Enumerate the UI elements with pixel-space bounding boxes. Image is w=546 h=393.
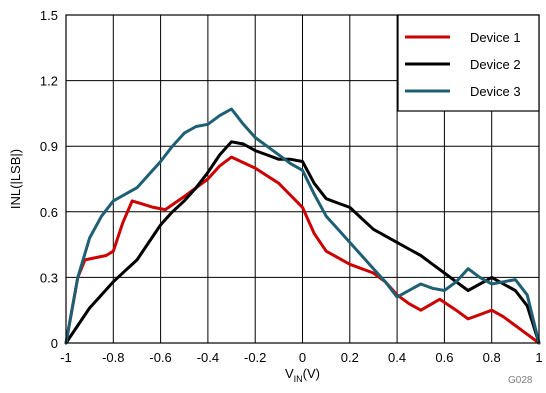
x-tick-label: 0.2 <box>341 350 359 365</box>
x-axis-label-sub: IN <box>294 374 303 384</box>
y-tick-label: 1.5 <box>40 8 58 23</box>
x-tick-label: -0.2 <box>244 350 266 365</box>
legend-items: Device 1 Device 2 Device 3 <box>405 30 521 99</box>
legend-label-device-1: Device 1 <box>470 30 521 45</box>
legend-label-device-3: Device 3 <box>470 84 521 99</box>
series-line-device-1 <box>64 155 541 345</box>
x-tick-label: 0.8 <box>483 350 501 365</box>
x-tick-label: 1 <box>535 350 542 365</box>
plot-frame <box>65 14 540 344</box>
y-tick-label: 0.9 <box>40 139 58 154</box>
y-axis-label: INL(|LSB|) <box>8 149 23 209</box>
legend: Device 1 Device 2 Device 3 <box>397 14 540 112</box>
y-tick-label: 1.2 <box>40 74 58 89</box>
x-tick-label: 0.4 <box>388 350 406 365</box>
x-tick-label: -0.8 <box>102 350 124 365</box>
x-tick-label: -0.6 <box>149 350 171 365</box>
x-tick-label: -1 <box>60 350 72 365</box>
x-tick-label: 0.6 <box>435 350 453 365</box>
y-tick-labels: 0 0.3 0.6 0.9 1.2 1.5 <box>40 8 58 351</box>
figure-code: G028 <box>508 375 533 386</box>
x-tick-label: -0.4 <box>197 350 219 365</box>
legend-label-device-2: Device 2 <box>470 57 521 72</box>
series-line-device-2 <box>64 140 541 345</box>
x-tick-labels: -1 -0.8 -0.6 -0.4 -0.2 0 0.2 0.4 0.6 0.8 1 <box>60 350 542 365</box>
series-layer <box>64 107 541 345</box>
y-tick-label: 0.3 <box>40 270 58 285</box>
x-axis-label-main: V <box>285 366 294 381</box>
y-tick-label: 0 <box>51 336 58 351</box>
y-tick-label: 0.6 <box>40 205 58 220</box>
x-tick-label: 0 <box>299 350 306 365</box>
series-line-device-3 <box>64 107 541 345</box>
x-axis-label: VIN(V) <box>285 366 320 384</box>
x-axis-label-unit: (V) <box>303 366 320 381</box>
